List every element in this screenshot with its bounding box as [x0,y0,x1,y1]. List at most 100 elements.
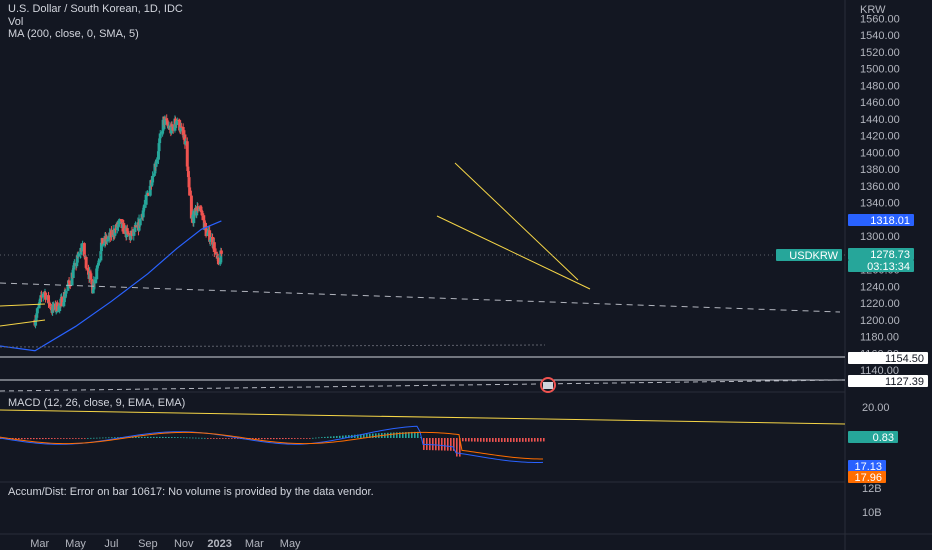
candle-body[interactable] [91,289,95,294]
candle-body[interactable] [196,206,200,211]
candle-body[interactable] [179,126,183,128]
candle-body[interactable] [34,317,38,322]
dashed-trendline[interactable] [0,282,841,313]
candle-body[interactable] [186,166,190,172]
candle-body[interactable] [48,302,52,307]
candle-body[interactable] [134,225,138,228]
candle-body[interactable] [89,273,93,280]
candle-body[interactable] [208,230,212,242]
candle-body[interactable] [133,226,137,232]
candle-body[interactable] [47,295,51,304]
candle-body[interactable] [192,210,196,224]
candle-body[interactable] [114,228,118,230]
time-axis[interactable]: Mar May Jul Sep Nov 2023 Mar May [30,538,301,550]
candle-body[interactable] [64,293,68,297]
level-2-tag[interactable]: 1127.39 [848,375,928,388]
candle-body[interactable] [171,126,175,131]
candle-body[interactable] [84,256,88,268]
signal-value-tag[interactable]: 17.96 [848,471,886,484]
candle-body[interactable] [212,242,216,252]
candle-body[interactable] [200,210,204,216]
candle-body[interactable] [62,302,66,307]
candle-body[interactable] [109,230,113,238]
candle-body[interactable] [37,303,41,309]
candle-body[interactable] [101,243,105,246]
candle-body[interactable] [144,194,148,205]
macd-line[interactable] [0,425,544,463]
candle-body[interactable] [204,222,208,228]
candle-body[interactable] [68,282,72,286]
candle-body[interactable] [185,141,189,167]
macd-trendline[interactable] [0,409,846,425]
candle-body[interactable] [35,313,39,318]
candle-body[interactable] [219,250,223,254]
candle-body[interactable] [204,227,208,237]
candle-body[interactable] [75,262,79,267]
candle-body[interactable] [166,124,170,126]
candle-body[interactable] [151,175,155,183]
level-1-tag[interactable]: 1154.50 [848,352,928,365]
candle-body[interactable] [99,251,103,261]
candle-body[interactable] [44,292,48,300]
candle-body[interactable] [122,223,126,234]
candle-body[interactable] [165,118,169,121]
candle-body[interactable] [39,295,43,298]
candle-body[interactable] [175,119,179,122]
candle-body[interactable] [105,239,109,242]
candle-body[interactable] [179,126,183,132]
candle-body[interactable] [183,134,187,145]
candle-body[interactable] [126,231,130,235]
candle-body[interactable] [125,228,129,232]
candle-body[interactable] [153,163,157,174]
countdown-tag[interactable]: 03:13:34 [848,260,914,273]
candle-body[interactable] [60,297,64,307]
candle-body[interactable] [187,177,191,188]
candle-body[interactable] [82,243,86,256]
candle-body[interactable] [75,255,79,263]
candle-body[interactable] [154,163,158,167]
candle-body[interactable] [181,127,185,136]
candle-body[interactable] [95,265,99,269]
candle-body[interactable] [186,171,190,178]
candle-body[interactable] [155,159,159,164]
candle-body[interactable] [141,210,145,218]
candle-body[interactable] [138,219,142,226]
candle-body[interactable] [146,193,150,196]
candle-body[interactable] [34,321,38,326]
signal-line[interactable] [0,431,544,460]
candle-body[interactable] [67,280,71,283]
candle-body[interactable] [175,121,179,125]
candle-body[interactable] [80,246,84,252]
candle-body[interactable] [174,118,178,124]
candle-body[interactable] [101,238,105,246]
candle-body[interactable] [218,262,222,265]
candle-body[interactable] [158,133,162,139]
macd-value-tag[interactable]: 17.13 [848,460,886,473]
candle-body[interactable] [195,211,199,216]
candle-body[interactable] [184,141,188,145]
candle-body[interactable] [216,257,220,265]
candle-body[interactable] [81,243,85,247]
candle-body[interactable] [96,262,100,265]
candle-body[interactable] [188,187,192,196]
candle-body[interactable] [93,279,97,284]
macd-legend[interactable]: MACD (12, 26, close, 9, EMA, EMA) [8,397,186,409]
candle-body[interactable] [163,118,167,125]
candle-body[interactable] [199,208,203,210]
candle-body[interactable] [161,130,165,134]
candle-body[interactable] [58,303,62,312]
candle-body[interactable] [167,125,171,129]
candle-body[interactable] [130,230,134,236]
ma-legend[interactable]: MA (200, close, 0, SMA, 5) [8,28,139,40]
candle-body[interactable] [96,264,100,266]
candle-body[interactable] [71,269,75,279]
candle-body[interactable] [170,124,174,128]
candle-body[interactable] [113,228,117,236]
candle-body[interactable] [88,271,92,274]
candle-body[interactable] [169,124,173,134]
candle-body[interactable] [64,290,68,294]
candle-body[interactable] [66,284,70,291]
candle-body[interactable] [145,194,149,196]
candle-body[interactable] [211,236,215,245]
